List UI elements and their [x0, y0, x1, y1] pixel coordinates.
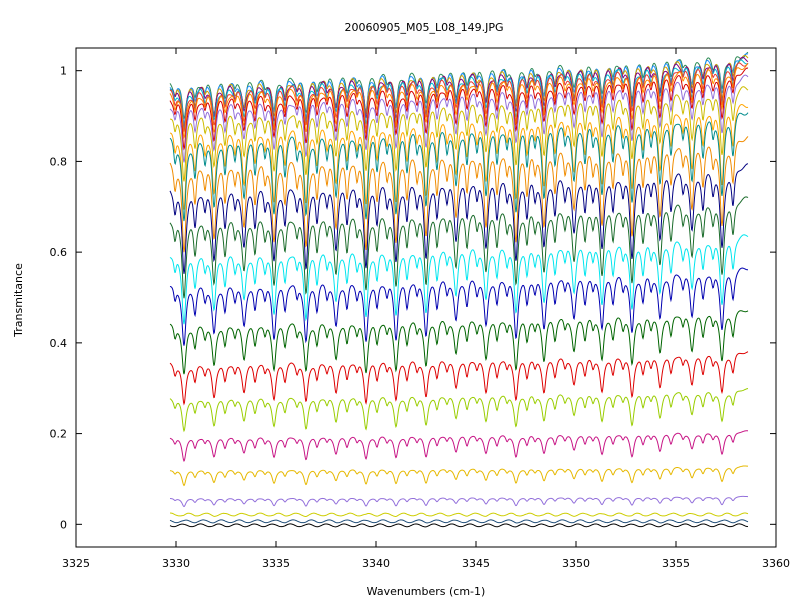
- series-line-8: [169, 74, 749, 163]
- series-line-20: [169, 430, 749, 463]
- series-line-17: [169, 310, 749, 375]
- series-line-22: [169, 495, 748, 508]
- y-axis-label: Transmitance: [12, 263, 25, 338]
- y-tick-label: 0.2: [50, 428, 68, 441]
- x-tick-label: 3325: [62, 557, 90, 570]
- series-line-13: [169, 163, 749, 274]
- series-line-21: [169, 465, 749, 487]
- chart-title: 20060905_M05_L08_149.JPG: [345, 21, 504, 34]
- x-tick-label: 3355: [662, 557, 690, 570]
- series-line-11: [169, 112, 749, 222]
- x-axis-label: Wavenumbers (cm-1): [367, 585, 486, 598]
- series-line-19: [169, 388, 749, 433]
- series-line-25: [169, 523, 749, 528]
- series-line-18: [169, 351, 749, 406]
- y-tick-label: 0.4: [50, 337, 68, 350]
- x-tick-label: 3345: [462, 557, 490, 570]
- y-tick-label: 0: [60, 518, 67, 531]
- series-line-10: [169, 104, 749, 210]
- series-line-16: [169, 267, 749, 346]
- y-tick-label: 0.8: [50, 155, 68, 168]
- series-line-15: [169, 234, 749, 325]
- series-line-12: [169, 136, 749, 253]
- series-line-14: [169, 196, 749, 299]
- series-lines: [169, 51, 749, 528]
- y-tick-label: 1: [60, 65, 67, 78]
- plot-frame: [75, 47, 777, 548]
- x-tick-label: 3360: [762, 557, 790, 570]
- x-tick-label: 3340: [362, 557, 390, 570]
- series-line-23: [169, 512, 749, 517]
- series-line-6: [169, 63, 749, 140]
- x-tick-label: 3350: [562, 557, 590, 570]
- y-tick-label: 0.6: [50, 246, 68, 259]
- x-tick-label: 3330: [162, 557, 190, 570]
- x-tick-label: 3335: [262, 557, 290, 570]
- series-line-24: [169, 519, 749, 524]
- series-line-7: [169, 67, 749, 151]
- axes: 3325 3330 3335 3340 3345 3350 3355 3360 0 0.2 0.4 0…: [50, 48, 790, 570]
- series-line-9: [169, 86, 749, 182]
